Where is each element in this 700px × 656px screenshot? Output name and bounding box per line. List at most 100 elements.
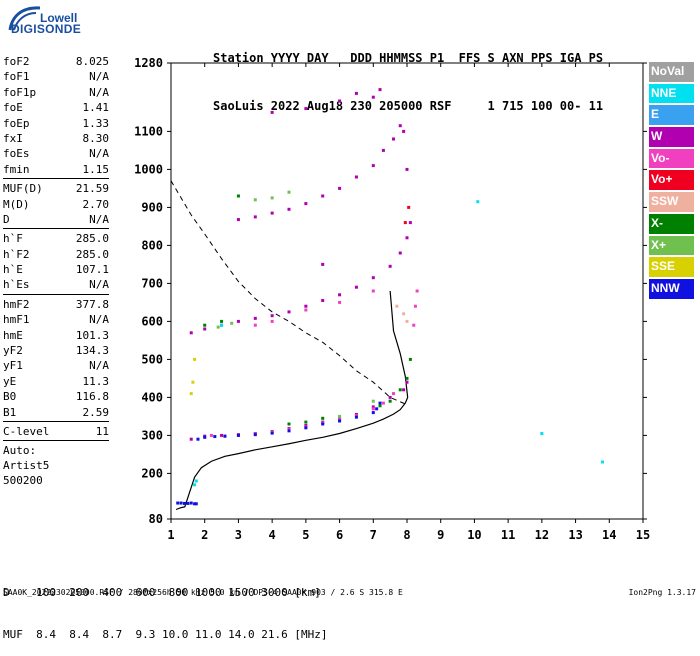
param-value: N/A	[89, 70, 109, 84]
echo-point	[413, 304, 417, 308]
param-value: N/A	[89, 278, 109, 292]
param-name: hmF2	[3, 297, 30, 311]
params-group-virtual-heights: h`F 285.0 h`F2 285.0 h`E 107.1 h`Es N/A	[3, 231, 109, 293]
param-row: h`F 285.0	[3, 231, 109, 246]
echo-point	[378, 404, 382, 408]
echo-point	[354, 91, 358, 95]
param-name: fxI	[3, 131, 23, 145]
param-value: N/A	[89, 212, 109, 226]
echo-point	[253, 316, 257, 320]
x-tick-label: 1	[167, 528, 174, 542]
param-name: foEs	[3, 147, 30, 161]
echo-point	[381, 401, 385, 405]
param-name: yE	[3, 374, 17, 388]
software-version: Ion2Png 1.3.17	[628, 588, 696, 597]
echo-point	[405, 376, 409, 380]
echo-point	[405, 236, 409, 240]
echo-point	[402, 129, 406, 133]
echo-point	[338, 419, 342, 423]
echo-point	[405, 380, 409, 384]
param-name: MUF(D)	[3, 182, 43, 196]
x-tick-label: 4	[269, 528, 276, 542]
echo-point	[270, 314, 274, 318]
y-tick-label: 1000	[134, 162, 163, 176]
y-tick-label: 600	[141, 314, 163, 328]
param-name: hmE	[3, 328, 23, 342]
echo-point	[203, 323, 207, 327]
param-value: 101.3	[75, 328, 109, 342]
muf-distance-row: D 100 200 400 600 800 1000 1500 3000 [km…	[3, 586, 321, 599]
echo-point	[189, 331, 193, 335]
echo-point	[338, 186, 342, 190]
echo-point	[321, 262, 325, 266]
param-name: h`F	[3, 232, 23, 246]
echo-point	[354, 285, 358, 289]
y-tick-label: 400	[141, 390, 163, 404]
param-name: hmF1	[3, 313, 30, 327]
y-tick-label: 500	[141, 352, 163, 366]
x-tick-label: 3	[235, 528, 242, 542]
param-row: hmE 101.3	[3, 328, 109, 343]
param-name: C-level	[3, 424, 50, 438]
echo-point	[371, 399, 375, 403]
param-value: 116.8	[75, 390, 109, 404]
legend-item: NoVal	[649, 62, 694, 84]
echo-point	[338, 414, 342, 418]
legend-item: X-	[649, 213, 694, 236]
echo-point	[405, 167, 409, 171]
param-row: h`F2 285.0	[3, 247, 109, 262]
echo-point	[236, 319, 240, 323]
params-group-critical-freqs: foF2 8.025 foF1 N/A foF1p N/A foE 1.41 foEp 1.33 f…	[3, 54, 109, 177]
param-value: 11.3	[82, 374, 110, 388]
echo-point	[220, 319, 224, 323]
echo-point	[304, 426, 308, 430]
echo-point	[236, 433, 240, 437]
echo-point	[193, 357, 197, 361]
echo-point	[203, 435, 207, 439]
echo-point	[304, 420, 308, 424]
param-name: foF2	[3, 55, 30, 68]
echo-point	[371, 405, 375, 409]
ionogram-chart: 1 2 3 4 5 6 7 8 9 10 11 12 13 14 158020030040050060070…	[134, 56, 650, 542]
divider	[3, 420, 109, 422]
auto-version: 500200	[3, 474, 43, 488]
param-value: 285.0	[75, 247, 109, 261]
param-row: foE 1.41	[3, 100, 109, 115]
echo-point	[270, 196, 274, 200]
station-header: Station YYYY DAY DDD HHMMSS P1 FFS S AXN…	[213, 18, 603, 130]
param-value: N/A	[89, 147, 109, 161]
echo-point	[375, 407, 379, 411]
param-name: h`E	[3, 263, 23, 277]
file-info: SAA0K_2022230205000.RSF / 280fx256h 50 k…	[3, 588, 403, 597]
param-row: fxI 8.30	[3, 131, 109, 146]
echo-point	[287, 190, 291, 194]
echo-point	[412, 323, 416, 327]
polarization-legend: NoVal NNE E W Vo- Vo+ SSW X- X+ SSE NNW	[649, 62, 694, 301]
echo-point	[338, 300, 342, 304]
echo-point	[186, 501, 190, 505]
param-row: h`Es N/A	[3, 277, 109, 292]
echo-point	[371, 95, 375, 99]
echo-point	[378, 88, 382, 92]
echo-point	[270, 110, 274, 114]
echo-point	[287, 422, 291, 426]
param-name: yF1	[3, 359, 23, 373]
echo-point	[209, 433, 213, 437]
legend-item: NNE	[649, 83, 694, 106]
logo-brand: Lowell	[40, 11, 78, 25]
param-value: 2.59	[82, 405, 110, 419]
echo-point	[253, 215, 257, 219]
header-values: SaoLuis 2022 Aug18 230 205000 RSF 1 715 …	[213, 99, 604, 113]
echo-point	[354, 415, 358, 419]
echo-point	[338, 293, 342, 297]
x-tick-label: 14	[602, 528, 616, 542]
y-tick-label: 900	[141, 200, 163, 214]
auto-label: Auto:	[3, 444, 37, 458]
echo-point	[304, 308, 308, 312]
y-tick-label: 80	[149, 512, 163, 526]
legend-item: E	[649, 105, 694, 128]
parameter-panel: foF2 8.025 foF1 N/A foF1p N/A foE 1.41 foEp 1.33 f…	[3, 54, 109, 488]
echo-point	[189, 392, 193, 396]
param-row: foF2 8.025	[3, 54, 109, 69]
param-value: N/A	[89, 359, 109, 373]
